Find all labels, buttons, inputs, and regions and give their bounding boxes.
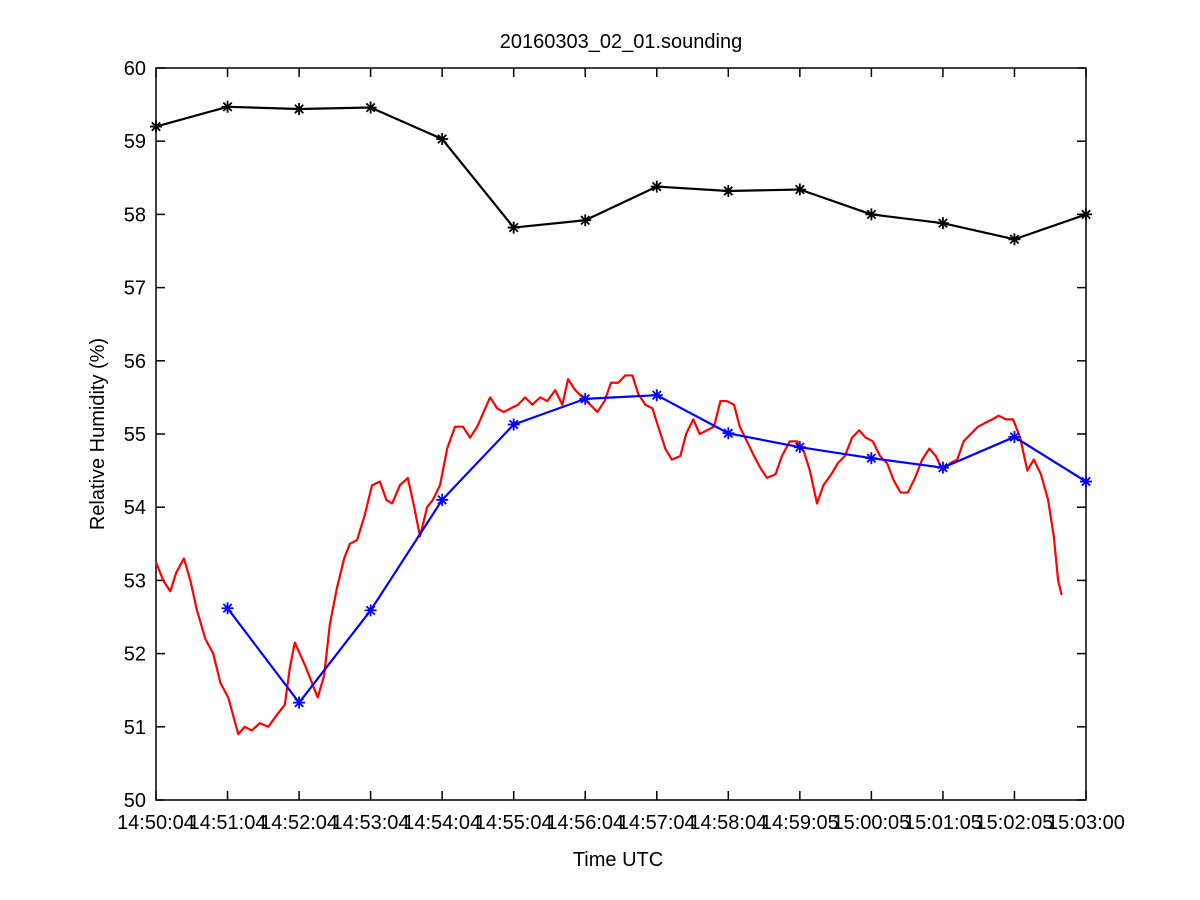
data-marker [722, 427, 735, 440]
x-tick-label: 14:52:04 [260, 812, 338, 834]
data-marker [793, 183, 806, 196]
y-tick-label: 50 [124, 790, 146, 812]
chart-title: 20160303_02_01.sounding [500, 31, 742, 53]
x-axis-label: Time UTC [573, 849, 663, 871]
data-marker [793, 441, 806, 454]
y-tick-label: 54 [124, 497, 146, 519]
x-tick-label: 15:01:05 [904, 812, 982, 834]
y-tick-label: 58 [124, 204, 146, 226]
data-marker [579, 214, 592, 227]
data-marker [293, 696, 306, 709]
x-tick-label: 14:53:04 [332, 812, 410, 834]
data-marker [579, 392, 592, 405]
data-marker [936, 217, 949, 230]
x-tick-label: 14:57:04 [618, 812, 696, 834]
y-tick-label: 51 [124, 717, 146, 739]
series-line [155, 105, 1087, 241]
data-marker [221, 602, 234, 615]
x-tick-label: 14:55:04 [475, 812, 553, 834]
x-tick-label: 14:50:04 [117, 812, 195, 834]
data-marker [1080, 208, 1092, 221]
data-marker [364, 101, 377, 114]
y-tick-label: 59 [124, 131, 146, 153]
data-marker [865, 452, 878, 465]
y-tick-label: 57 [124, 278, 146, 300]
x-tick-label: 14:58:04 [689, 812, 767, 834]
data-marker [650, 180, 663, 193]
y-tick-label: 56 [124, 351, 146, 373]
data-marker [436, 133, 449, 145]
data-marker [1080, 475, 1092, 488]
y-tick-label: 52 [124, 644, 146, 666]
data-marker [936, 461, 949, 474]
data-marker [1008, 233, 1021, 246]
x-tick-label: 14:59:05 [761, 812, 839, 834]
data-marker [650, 389, 663, 402]
x-tick-label: 15:03:00 [1047, 812, 1125, 834]
y-axis-label: Relative Humidity (%) [87, 338, 109, 530]
x-tick-label: 15:02:05 [976, 812, 1054, 834]
data-marker [722, 184, 735, 197]
x-tick-label: 15:00:05 [832, 812, 910, 834]
data-marker [507, 418, 520, 431]
y-tick-label: 55 [124, 424, 146, 446]
data-marker [436, 493, 449, 506]
y-tick-label: 60 [124, 58, 146, 80]
x-tick-label: 14:54:04 [403, 812, 481, 834]
data-marker [221, 100, 234, 113]
x-tick-label: 14:51:04 [189, 812, 267, 834]
data-marker [1008, 430, 1021, 443]
x-tick-label: 14:56:04 [546, 812, 624, 834]
data-marker [364, 604, 377, 617]
data-marker [293, 102, 306, 115]
data-marker [865, 208, 878, 221]
y-tick-label: 53 [124, 570, 146, 592]
data-marker [507, 221, 520, 234]
series-line [154, 374, 1063, 736]
data-marker [150, 120, 162, 133]
